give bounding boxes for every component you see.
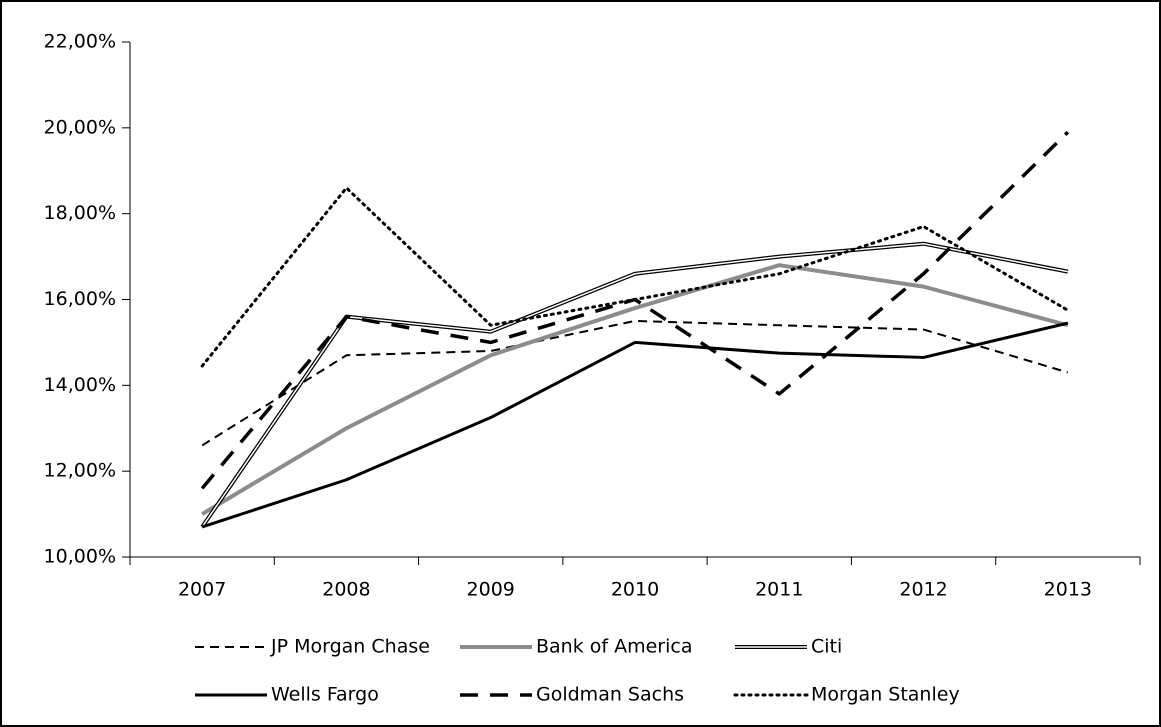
series-line (201, 321, 1069, 529)
legend-label: Citi (811, 636, 842, 658)
y-tick-label: 16,00% (44, 288, 116, 310)
legend-label: Morgan Stanley (811, 684, 960, 706)
x-tick-label: 2008 (322, 579, 370, 601)
x-tick-label: 2007 (178, 579, 226, 601)
y-tick-label: 12,00% (44, 460, 116, 482)
legend-label: Bank of America (536, 636, 693, 658)
legend-label: JP Morgan Chase (270, 636, 430, 658)
y-tick-label: 10,00% (44, 546, 116, 568)
x-tick-label: 2009 (467, 579, 515, 601)
x-tick-label: 2011 (755, 579, 803, 601)
y-tick-label: 22,00% (44, 31, 116, 53)
x-tick-label: 2012 (899, 579, 947, 601)
y-tick-label: 14,00% (44, 374, 116, 396)
series-line (201, 319, 1069, 447)
y-tick-label: 20,00% (44, 116, 116, 138)
series-line (200, 186, 1070, 368)
y-tick-label: 18,00% (44, 202, 116, 224)
legend-label: Goldman Sachs (536, 684, 684, 706)
x-tick-label: 2010 (611, 579, 659, 601)
x-tick-label: 2013 (1044, 579, 1092, 601)
series-line (201, 263, 1069, 516)
legend-label: Wells Fargo (271, 684, 379, 706)
